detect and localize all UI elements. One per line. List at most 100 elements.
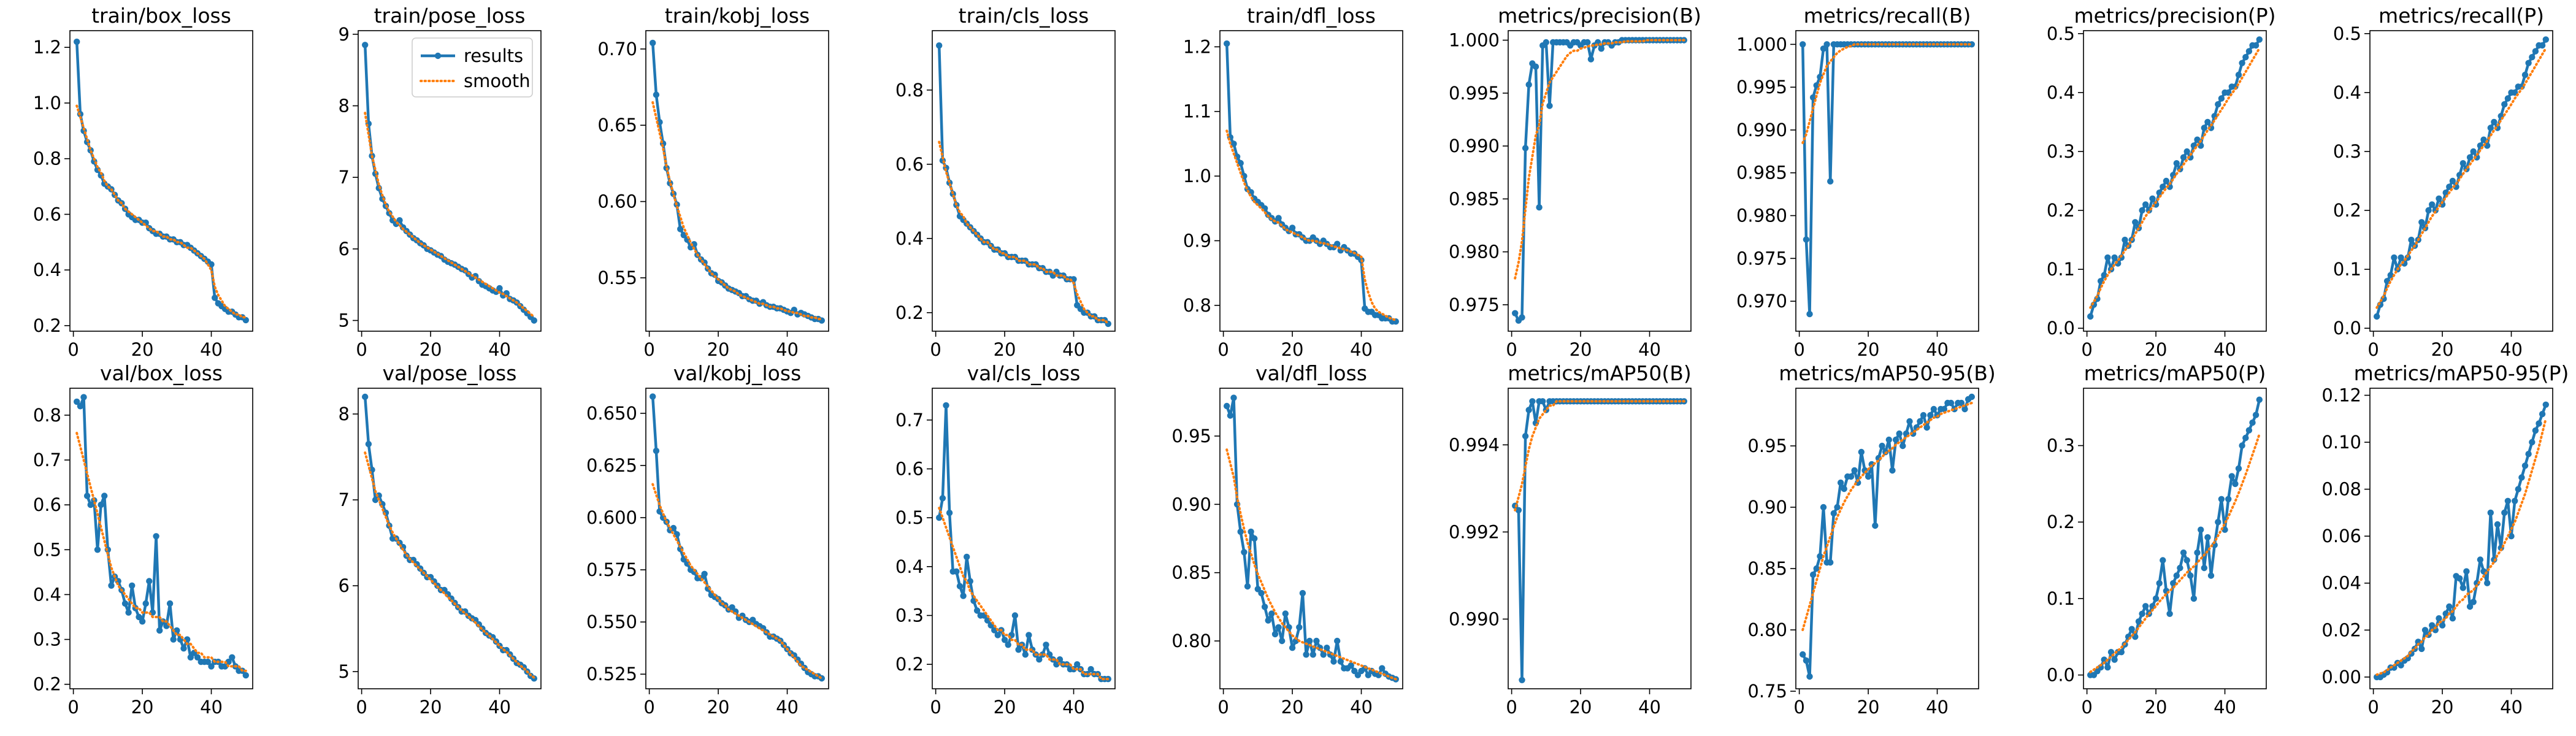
smooth-line xyxy=(2375,417,2547,676)
results-point xyxy=(2190,595,2198,602)
y-tick-label: 0.975 xyxy=(1736,248,1787,269)
y-tick-label: 0.2 xyxy=(33,674,61,695)
axes-frame xyxy=(2369,388,2553,689)
results-point xyxy=(1529,398,1536,405)
legend-results-label: results xyxy=(464,45,523,66)
results-point xyxy=(101,493,108,499)
results-point xyxy=(2415,638,2421,645)
results-point xyxy=(2104,254,2111,261)
results-point xyxy=(2160,183,2166,190)
results-point xyxy=(1896,430,1903,437)
results-point xyxy=(242,316,249,324)
subplot-title: metrics/mAP50(B) xyxy=(1508,361,1692,385)
results-line xyxy=(651,42,822,322)
x-tick-label: 0 xyxy=(67,697,79,718)
y-tick-label: 0.1 xyxy=(2333,259,2361,280)
subplot-5: train/dfl_loss 0 20 40 0.8 0.9 1.0 1.1 1.2 xyxy=(1183,4,1403,360)
results-point xyxy=(2239,442,2245,449)
results-point xyxy=(1522,145,1529,151)
results-point xyxy=(2163,177,2170,185)
results-point xyxy=(2139,207,2145,214)
results-point xyxy=(2215,101,2221,108)
results-point xyxy=(1230,140,1237,147)
results-point xyxy=(74,38,80,45)
y-tick-label: 0.65 xyxy=(597,115,637,136)
results-point xyxy=(1958,399,1965,407)
axes-frame xyxy=(1508,30,1692,332)
results-point xyxy=(204,658,212,665)
results-point xyxy=(1515,507,1522,513)
results-point xyxy=(2501,101,2508,108)
y-tick-label: 0.06 xyxy=(2321,526,2361,546)
results-point xyxy=(2459,585,2466,591)
results-point xyxy=(1920,412,1927,419)
results-point xyxy=(242,672,249,679)
subplot-title: train/cls_loss xyxy=(959,4,1089,28)
y-tick-label: 0.04 xyxy=(2321,573,2361,594)
results-point xyxy=(1303,651,1309,658)
results-point xyxy=(656,119,663,126)
y-tick-label: 0.980 xyxy=(1736,205,1787,226)
y-tick-label: 0.550 xyxy=(586,611,637,632)
results-point xyxy=(1292,637,1299,645)
axes-frame xyxy=(932,388,1116,689)
results-point xyxy=(74,398,80,405)
results-point xyxy=(2194,136,2201,143)
results-point xyxy=(1001,637,1008,643)
y-tick-label: 5 xyxy=(339,310,350,331)
results-point xyxy=(1827,559,1834,566)
y-tick-label: 0.5 xyxy=(33,539,61,560)
x-tick-label: 40 xyxy=(200,339,223,360)
y-tick-label: 0.9 xyxy=(1183,230,1211,251)
results-point xyxy=(1025,632,1032,638)
y-tick-label: 0.7 xyxy=(33,450,61,470)
legend-results-marker xyxy=(434,52,442,59)
results-point xyxy=(2215,519,2221,526)
results-point xyxy=(2173,160,2180,167)
results-point xyxy=(2201,125,2207,131)
results-point xyxy=(1299,589,1306,597)
y-tick-label: 0.00 xyxy=(2321,667,2361,688)
results-point xyxy=(650,393,656,400)
y-tick-label: 0.990 xyxy=(1736,120,1787,140)
x-tick-label: 0 xyxy=(356,339,367,360)
y-tick-label: 0.2 xyxy=(2047,200,2075,221)
results-point xyxy=(362,42,369,48)
results-point xyxy=(2232,480,2239,488)
y-tick-label: 0.5 xyxy=(895,507,924,528)
y-tick-label: 5 xyxy=(339,661,350,682)
axes-frame xyxy=(1795,30,1979,332)
y-tick-label: 1.2 xyxy=(1183,36,1211,57)
results-point xyxy=(83,493,91,499)
y-tick-label: 0.525 xyxy=(586,664,637,684)
results-point xyxy=(2542,36,2549,43)
smooth-line xyxy=(1801,402,1973,631)
results-point xyxy=(2504,497,2512,504)
axes-frame xyxy=(1795,388,1979,689)
y-tick-label: 0.995 xyxy=(1449,83,1500,104)
subplot-title: val/box_loss xyxy=(100,361,223,385)
results-point xyxy=(2194,549,2201,556)
x-tick-label: 20 xyxy=(2431,697,2454,718)
results-point xyxy=(1279,637,1286,645)
results-point xyxy=(936,42,943,49)
results-point xyxy=(1230,394,1237,401)
axes-frame xyxy=(645,388,829,689)
y-tick-label: 0.3 xyxy=(2047,141,2075,162)
results-point xyxy=(2539,42,2546,49)
y-tick-label: 0.990 xyxy=(1449,136,1500,156)
results-point xyxy=(1087,665,1094,673)
results-point xyxy=(2235,71,2242,79)
results-point xyxy=(1271,631,1279,638)
results-point xyxy=(139,618,146,625)
results-point xyxy=(2207,572,2215,579)
x-tick-label: 40 xyxy=(1638,697,1661,718)
results-point xyxy=(2429,201,2436,208)
y-tick-label: 0.08 xyxy=(2321,479,2361,500)
results-point xyxy=(2436,615,2442,622)
y-tick-label: 0.8 xyxy=(895,80,924,101)
results-point xyxy=(1275,215,1282,221)
results-point xyxy=(1324,645,1330,651)
results-point xyxy=(1834,504,1841,511)
results-point xyxy=(496,285,503,292)
